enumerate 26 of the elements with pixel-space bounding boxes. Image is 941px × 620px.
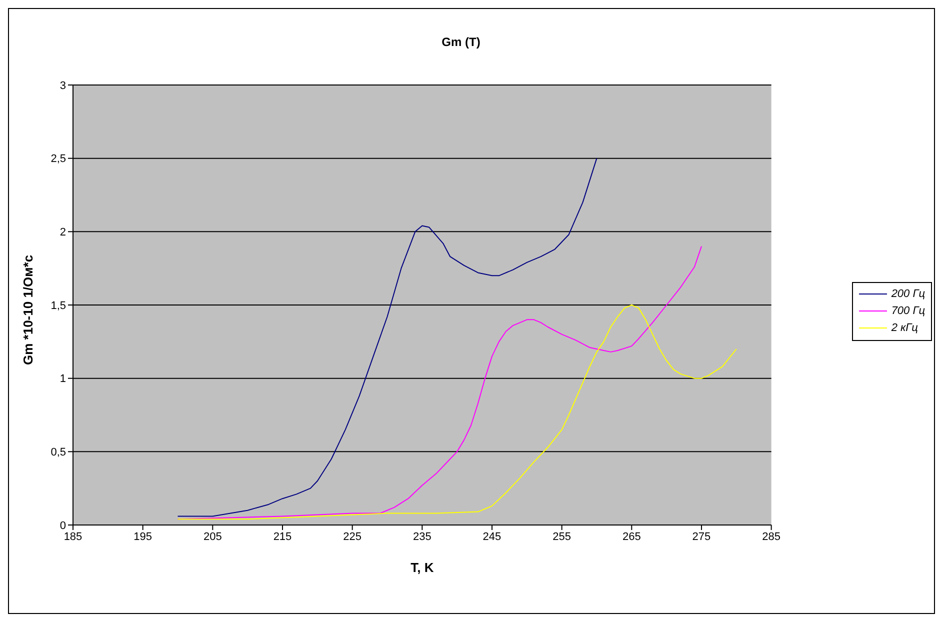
y-tick-label: 2 [60, 226, 66, 239]
y-tick-label: 3 [60, 80, 66, 92]
x-tick-label: 185 [64, 530, 82, 543]
chart-title: Gm (T) [440, 35, 482, 49]
x-tick-label: 215 [273, 530, 292, 543]
y-tick-label: 1 [60, 373, 66, 386]
x-axis-title: T, K [410, 560, 434, 575]
x-tick-label: 285 [762, 530, 780, 543]
legend-label: 200 Гц [891, 288, 925, 300]
y-tick-label: 2,5 [50, 153, 66, 166]
x-tick-label: 235 [412, 530, 432, 543]
x-tick-label: 265 [622, 530, 641, 543]
x-tick-label: 275 [692, 530, 711, 543]
x-tick-label: 255 [552, 530, 571, 543]
x-tick-label: 195 [134, 530, 152, 543]
y-axis-title: Gm *10-10 1/Ом*с [20, 254, 36, 365]
y-tick-label: 0 [60, 520, 66, 532]
legend-label: 2 кГц [891, 322, 918, 334]
legend-label: 700 Гц [891, 305, 925, 317]
line-series [177, 158, 598, 517]
x-tick-label: 205 [203, 530, 222, 543]
x-tick-label: 225 [343, 530, 362, 543]
y-tick-label: 0,5 [50, 446, 66, 459]
y-tick-label: 1,5 [50, 300, 66, 312]
x-tick-label: 245 [482, 530, 502, 543]
line-series [177, 304, 737, 520]
